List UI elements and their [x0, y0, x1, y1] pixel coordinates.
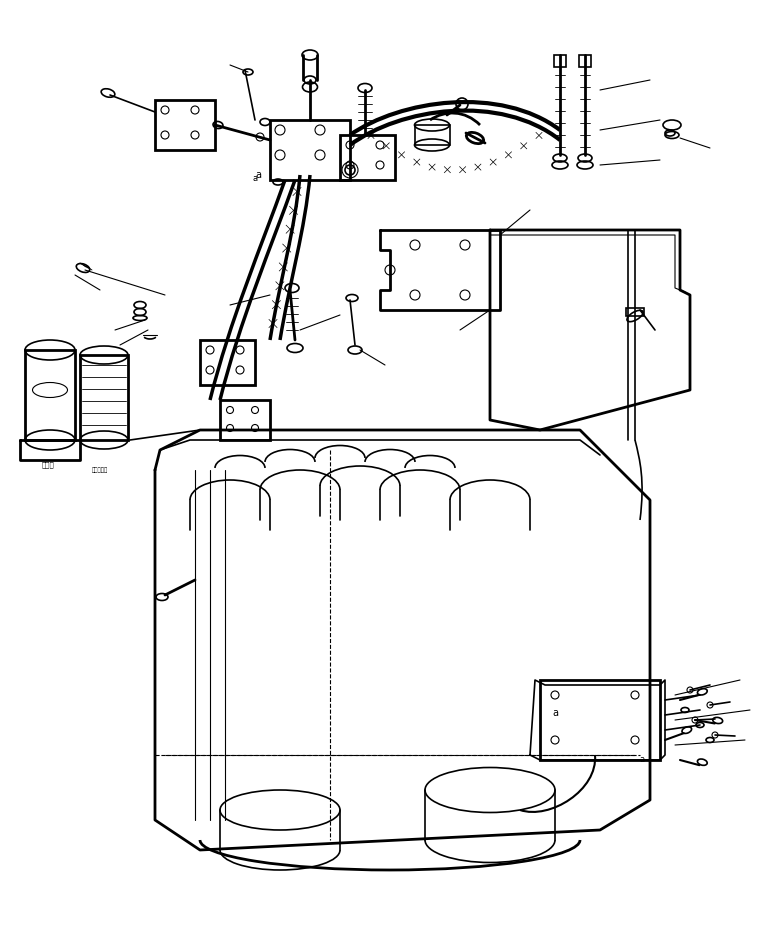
Bar — [626, 308, 644, 316]
Text: a: a — [639, 756, 645, 765]
Bar — [540, 680, 660, 760]
Bar — [579, 55, 591, 67]
Bar — [80, 355, 128, 440]
Bar — [25, 350, 75, 440]
Bar — [340, 135, 395, 180]
Text: a: a — [255, 170, 261, 180]
Text: a: a — [552, 708, 558, 718]
Bar — [270, 120, 350, 180]
Text: ライン: ライン — [42, 462, 54, 468]
Bar — [155, 100, 215, 150]
Text: a: a — [253, 173, 257, 183]
Bar — [415, 125, 450, 145]
Bar — [554, 55, 566, 67]
Bar — [200, 340, 255, 385]
Bar — [220, 400, 270, 440]
Text: パイロット: パイロット — [92, 467, 108, 473]
